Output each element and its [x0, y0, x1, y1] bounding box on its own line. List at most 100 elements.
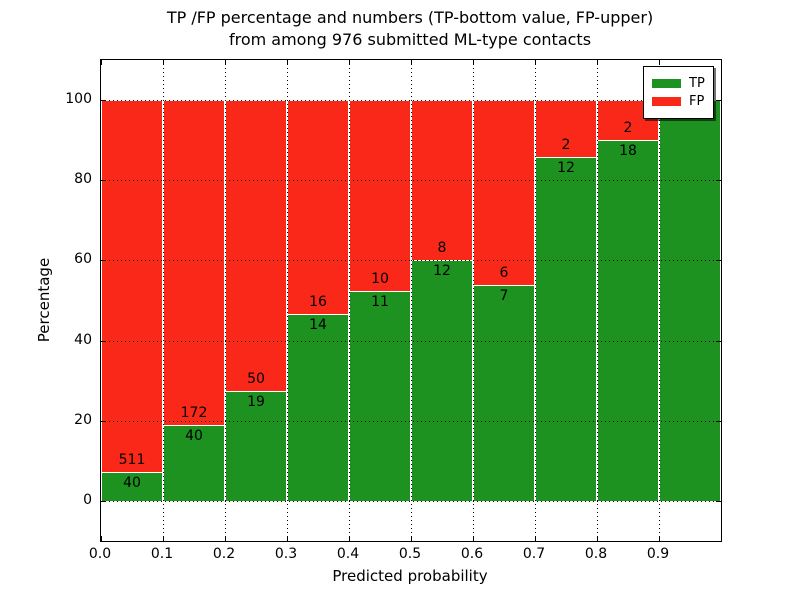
- bar-count-label-fp: 6: [499, 265, 509, 282]
- x-tick-label: 0.6: [460, 546, 484, 562]
- y-tick-mark: [101, 340, 106, 342]
- x-tick-mark: [659, 536, 660, 541]
- bar-segment-tp: [535, 157, 597, 501]
- legend-swatch-tp: [652, 79, 681, 88]
- legend-label: FP: [689, 94, 705, 109]
- y-tick-mark: [101, 260, 106, 262]
- bar-count-label-fp: 2: [623, 120, 633, 137]
- gridline-vertical: [411, 60, 412, 541]
- bar-segment-tp: [225, 390, 287, 501]
- y-tick-mark: [101, 100, 106, 102]
- x-tick-mark: [411, 536, 412, 541]
- bar-segment-tp: [473, 285, 535, 501]
- y-tick-mark: [716, 100, 721, 102]
- bar-count-label-tp: 14: [309, 316, 327, 333]
- gridline-vertical: [349, 60, 350, 541]
- gridline-vertical: [473, 60, 474, 541]
- gridline-vertical: [163, 60, 164, 541]
- bar-segment-tp: [287, 313, 349, 501]
- y-tick-mark: [716, 180, 721, 182]
- x-tick-label: 0.9: [646, 546, 670, 562]
- y-axis-label: Percentage: [35, 257, 53, 343]
- x-tick-mark: [287, 60, 288, 65]
- x-tick-label: 0.0: [88, 546, 112, 562]
- x-tick-mark: [411, 60, 412, 65]
- legend-swatch-fp: [652, 97, 681, 106]
- x-tick-label: 0.4: [336, 546, 360, 562]
- bar-count-label-tp: 12: [433, 263, 451, 280]
- bar-segment-fp: [349, 100, 411, 291]
- gridline-vertical: [287, 60, 288, 541]
- x-tick-mark: [721, 60, 722, 65]
- legend-label: TP: [689, 76, 705, 91]
- y-tick-mark: [716, 420, 721, 422]
- plot-area: 51140172405019161410118126721221826: [100, 59, 722, 542]
- x-tick-mark: [287, 536, 288, 541]
- bar-segment-fp: [101, 100, 163, 472]
- x-tick-label: 0.2: [212, 546, 236, 562]
- bar-count-label-fp: 50: [247, 370, 265, 387]
- bar-count-label-tp: 19: [247, 393, 265, 410]
- x-tick-mark: [101, 60, 102, 65]
- y-tick-mark: [101, 180, 106, 182]
- bar-count-label-tp: 12: [557, 160, 575, 177]
- x-tick-mark: [473, 536, 474, 541]
- bar-count-label-fp: 511: [118, 451, 146, 468]
- y-tick-mark: [716, 260, 721, 262]
- bar-count-label-fp: 2: [561, 137, 571, 154]
- bar-segment-fp: [411, 100, 473, 261]
- y-tick-label: 100: [65, 91, 92, 108]
- chart-title-line1: TP /FP percentage and numbers (TP-bottom…: [166, 8, 654, 27]
- bar-segment-fp: [535, 100, 597, 158]
- bar-segment-tp: [101, 471, 163, 501]
- legend-item: TP: [652, 76, 705, 91]
- x-tick-label: 0.7: [522, 546, 546, 562]
- x-tick-mark: [473, 60, 474, 65]
- bar-count-label-tp: 11: [371, 293, 389, 310]
- x-tick-mark: [163, 536, 164, 541]
- y-tick-label: 80: [74, 171, 92, 188]
- x-tick-mark: [225, 536, 226, 541]
- y-tick-mark: [716, 500, 721, 502]
- x-tick-mark: [659, 60, 660, 65]
- x-tick-mark: [535, 536, 536, 541]
- y-tick-label: 20: [74, 411, 92, 428]
- bar-count-label-tp: 18: [619, 143, 637, 160]
- bar-count-label-tp: 40: [123, 474, 141, 491]
- y-tick-label: 40: [74, 331, 92, 348]
- bar-segment-fp: [225, 100, 287, 391]
- chart-title: TP /FP percentage and numbers (TP-bottom…: [100, 7, 720, 51]
- bar-count-label-tp: 40: [185, 428, 203, 445]
- gridline-vertical: [597, 60, 598, 541]
- bar-segment-fp: [287, 100, 349, 314]
- bar-count-label-fp: 10: [371, 270, 389, 287]
- bar-segment-tp: [659, 100, 721, 501]
- bar-count-label-fp: 8: [437, 240, 447, 257]
- x-tick-label: 0.8: [584, 546, 608, 562]
- legend: TP FP: [643, 66, 714, 119]
- y-tick-mark: [716, 340, 721, 342]
- y-tick-mark: [101, 500, 106, 502]
- bar-segment-tp: [163, 425, 225, 501]
- gridline-vertical: [225, 60, 226, 541]
- x-tick-mark: [597, 536, 598, 541]
- x-tick-mark: [101, 536, 102, 541]
- bar-segment-tp: [597, 140, 659, 501]
- x-tick-label: 0.5: [398, 546, 422, 562]
- y-tick-mark: [101, 420, 106, 422]
- bar-segment-fp: [163, 100, 225, 426]
- bar-count-label-fp: 172: [180, 405, 208, 422]
- y-tick-label: 0: [83, 491, 92, 508]
- x-tick-mark: [225, 60, 226, 65]
- bar-count-label-tp: 7: [499, 288, 509, 305]
- x-tick-mark: [535, 60, 536, 65]
- y-tick-label: 60: [74, 251, 92, 268]
- x-tick-mark: [163, 60, 164, 65]
- x-tick-mark: [597, 60, 598, 65]
- x-tick-label: 0.1: [150, 546, 174, 562]
- bar-segment-tp: [411, 260, 473, 501]
- x-tick-mark: [721, 536, 722, 541]
- chart-title-line2: from among 976 submitted ML-type contact…: [228, 30, 592, 49]
- x-tick-mark: [349, 60, 350, 65]
